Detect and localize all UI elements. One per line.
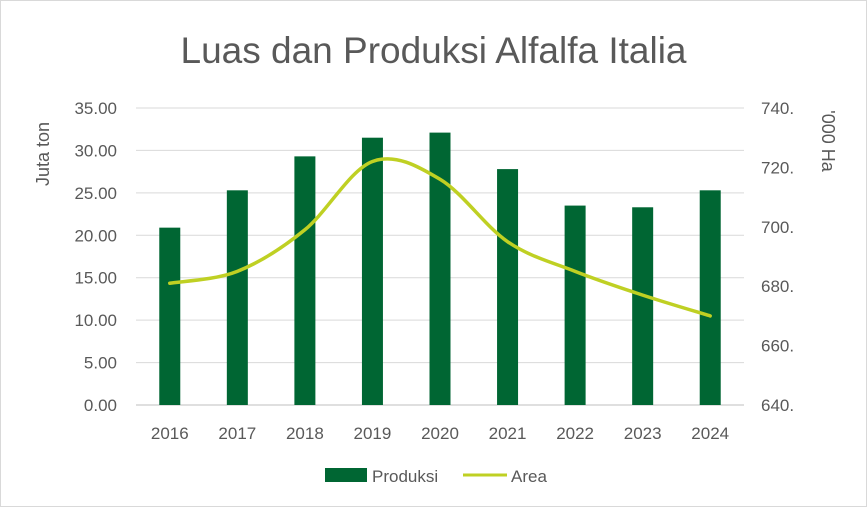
x-tick-label: 2016: [151, 424, 189, 443]
legend-label-area: Area: [511, 467, 547, 486]
y-tick-label: 15.00: [74, 269, 117, 288]
x-tick-label: 2022: [556, 424, 594, 443]
x-tick-label: 2018: [286, 424, 324, 443]
line-series: [168, 157, 712, 318]
bar: [159, 227, 181, 405]
left-axis-ticks: 0.00 5.00 10.00 15.00 20.00 25.00 30.00 35.00: [74, 99, 117, 415]
legend-swatch-produksi: [325, 468, 367, 482]
bar: [361, 137, 383, 405]
bar: [497, 169, 519, 405]
bar: [564, 205, 586, 405]
y2-tick-label: 740.: [761, 99, 794, 118]
x-tick-label: 2023: [624, 424, 662, 443]
x-tick-label: 2019: [354, 424, 392, 443]
y2-axis-title: '000 Ha: [818, 110, 838, 172]
x-tick-label: 2020: [421, 424, 459, 443]
y-tick-label: 10.00: [74, 311, 117, 330]
bar: [226, 190, 248, 405]
y-tick-label: 20.00: [74, 226, 117, 245]
y-tick-label: 0.00: [84, 396, 117, 415]
bar: [632, 207, 654, 405]
bar: [429, 132, 451, 405]
bar-series: [159, 132, 721, 405]
x-tick-label: 2024: [691, 424, 729, 443]
y2-tick-label: 680.: [761, 277, 794, 296]
legend: Produksi Area: [325, 467, 547, 486]
chart-title: Luas dan Produksi Alfalfa Italia: [180, 30, 687, 71]
bar: [699, 190, 721, 405]
x-axis-ticks: 2016 2017 2018 2019 2020 2021 2022 2023 2024: [151, 424, 729, 443]
legend-label-produksi: Produksi: [372, 467, 438, 486]
x-tick-label: 2017: [218, 424, 256, 443]
y2-tick-label: 640.: [761, 396, 794, 415]
y-tick-label: 35.00: [74, 99, 117, 118]
bar: [294, 156, 316, 405]
right-axis-ticks: 640. 660. 680. 700. 720. 740.: [761, 99, 794, 415]
y-tick-label: 5.00: [84, 354, 117, 373]
y2-tick-label: 720.: [761, 158, 794, 177]
y-axis-title: Juta ton: [33, 122, 53, 186]
y-tick-label: 30.00: [74, 141, 117, 160]
y2-tick-label: 660.: [761, 337, 794, 356]
y-tick-label: 25.00: [74, 184, 117, 203]
y2-tick-label: 700.: [761, 218, 794, 237]
x-tick-label: 2021: [489, 424, 527, 443]
